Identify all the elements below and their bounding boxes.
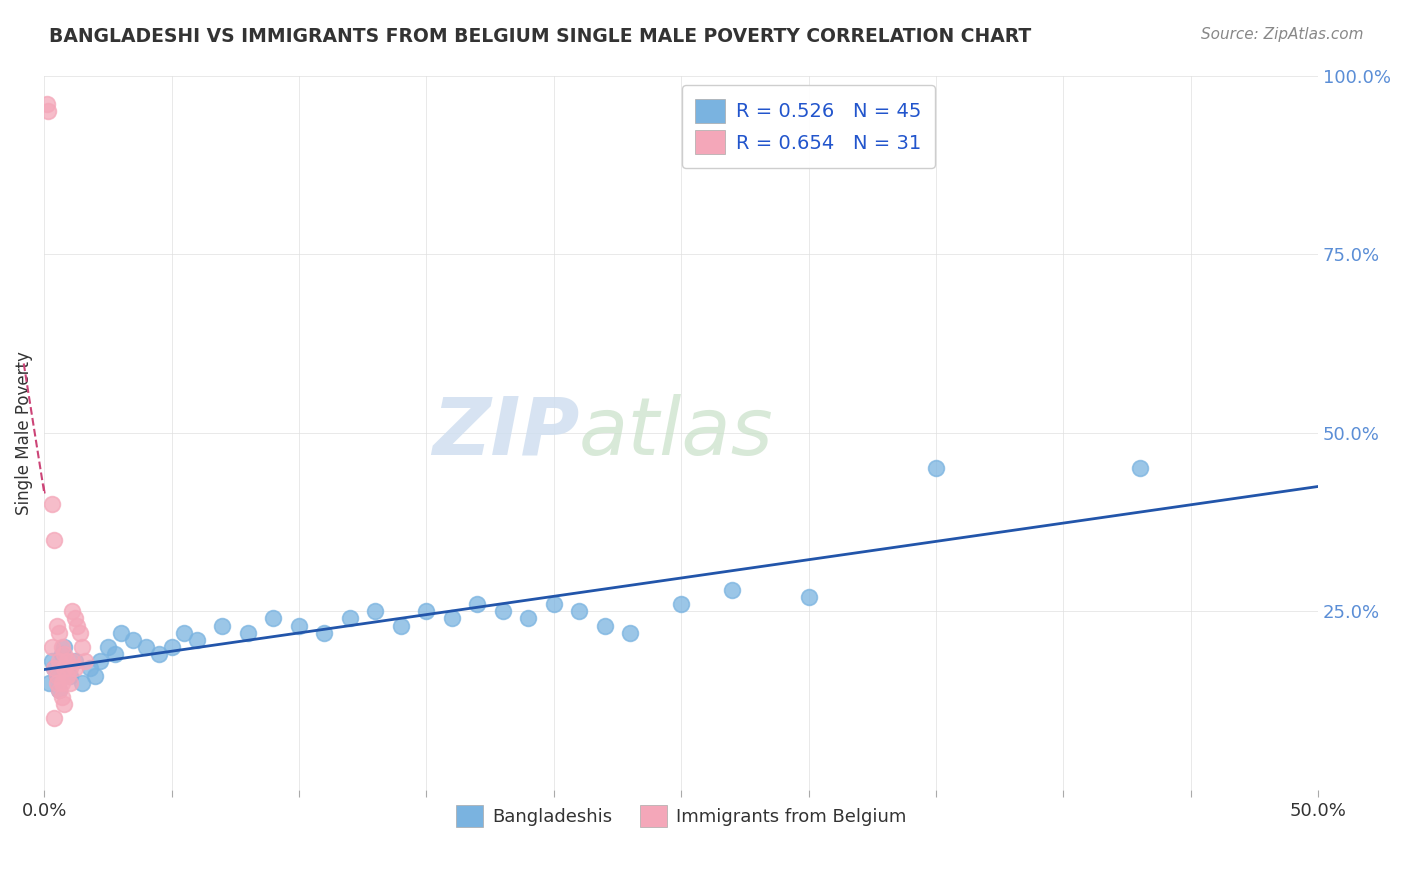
Point bbox=[364, 604, 387, 618]
Point bbox=[211, 618, 233, 632]
Point bbox=[58, 675, 80, 690]
Point bbox=[53, 697, 76, 711]
Point bbox=[72, 675, 94, 690]
Point bbox=[38, 675, 60, 690]
Point bbox=[56, 654, 79, 668]
Point bbox=[56, 668, 79, 682]
Point bbox=[797, 590, 820, 604]
Point bbox=[440, 611, 463, 625]
Point bbox=[669, 597, 692, 611]
Point bbox=[389, 618, 412, 632]
Point bbox=[45, 668, 67, 682]
Point bbox=[339, 611, 361, 625]
Point bbox=[619, 625, 641, 640]
Point bbox=[1129, 461, 1152, 475]
Point bbox=[45, 618, 67, 632]
Point bbox=[63, 611, 86, 625]
Point bbox=[148, 647, 170, 661]
Point bbox=[97, 640, 120, 654]
Point bbox=[53, 640, 76, 654]
Point bbox=[160, 640, 183, 654]
Point bbox=[104, 647, 127, 661]
Text: ZIP: ZIP bbox=[432, 393, 579, 472]
Point bbox=[37, 104, 59, 119]
Point bbox=[465, 597, 488, 611]
Point bbox=[72, 640, 94, 654]
Point bbox=[186, 632, 208, 647]
Point bbox=[41, 654, 63, 668]
Point bbox=[48, 682, 70, 697]
Point bbox=[51, 640, 73, 654]
Point bbox=[41, 497, 63, 511]
Point bbox=[721, 582, 744, 597]
Point bbox=[89, 654, 111, 668]
Point bbox=[415, 604, 437, 618]
Point bbox=[79, 661, 101, 675]
Point bbox=[58, 668, 80, 682]
Point bbox=[44, 661, 66, 675]
Text: Source: ZipAtlas.com: Source: ZipAtlas.com bbox=[1201, 27, 1364, 42]
Point bbox=[66, 618, 89, 632]
Point bbox=[37, 97, 59, 112]
Legend: Bangladeshis, Immigrants from Belgium: Bangladeshis, Immigrants from Belgium bbox=[449, 798, 914, 835]
Point bbox=[63, 654, 86, 668]
Point bbox=[60, 654, 83, 668]
Text: BANGLADESHI VS IMMIGRANTS FROM BELGIUM SINGLE MALE POVERTY CORRELATION CHART: BANGLADESHI VS IMMIGRANTS FROM BELGIUM S… bbox=[49, 27, 1032, 45]
Point bbox=[69, 625, 91, 640]
Point bbox=[45, 668, 67, 682]
Point bbox=[236, 625, 259, 640]
Point bbox=[58, 661, 80, 675]
Point bbox=[314, 625, 336, 640]
Point bbox=[51, 647, 73, 661]
Point bbox=[56, 661, 79, 675]
Point bbox=[122, 632, 145, 647]
Point bbox=[63, 661, 86, 675]
Point bbox=[41, 640, 63, 654]
Point bbox=[51, 690, 73, 704]
Point bbox=[110, 625, 132, 640]
Point bbox=[53, 647, 76, 661]
Point bbox=[492, 604, 515, 618]
Point bbox=[173, 625, 195, 640]
Point bbox=[48, 682, 70, 697]
Point bbox=[84, 668, 107, 682]
Y-axis label: Single Male Poverty: Single Male Poverty bbox=[15, 351, 32, 515]
Point bbox=[51, 675, 73, 690]
Point bbox=[73, 654, 96, 668]
Point bbox=[53, 661, 76, 675]
Point bbox=[135, 640, 157, 654]
Point bbox=[48, 654, 70, 668]
Point bbox=[262, 611, 284, 625]
Point bbox=[593, 618, 616, 632]
Point bbox=[45, 675, 67, 690]
Point bbox=[925, 461, 948, 475]
Point bbox=[568, 604, 591, 618]
Point bbox=[288, 618, 311, 632]
Point bbox=[517, 611, 540, 625]
Point bbox=[44, 533, 66, 547]
Point bbox=[60, 604, 83, 618]
Text: atlas: atlas bbox=[579, 393, 773, 472]
Point bbox=[44, 661, 66, 675]
Point bbox=[48, 625, 70, 640]
Point bbox=[543, 597, 565, 611]
Point bbox=[44, 711, 66, 725]
